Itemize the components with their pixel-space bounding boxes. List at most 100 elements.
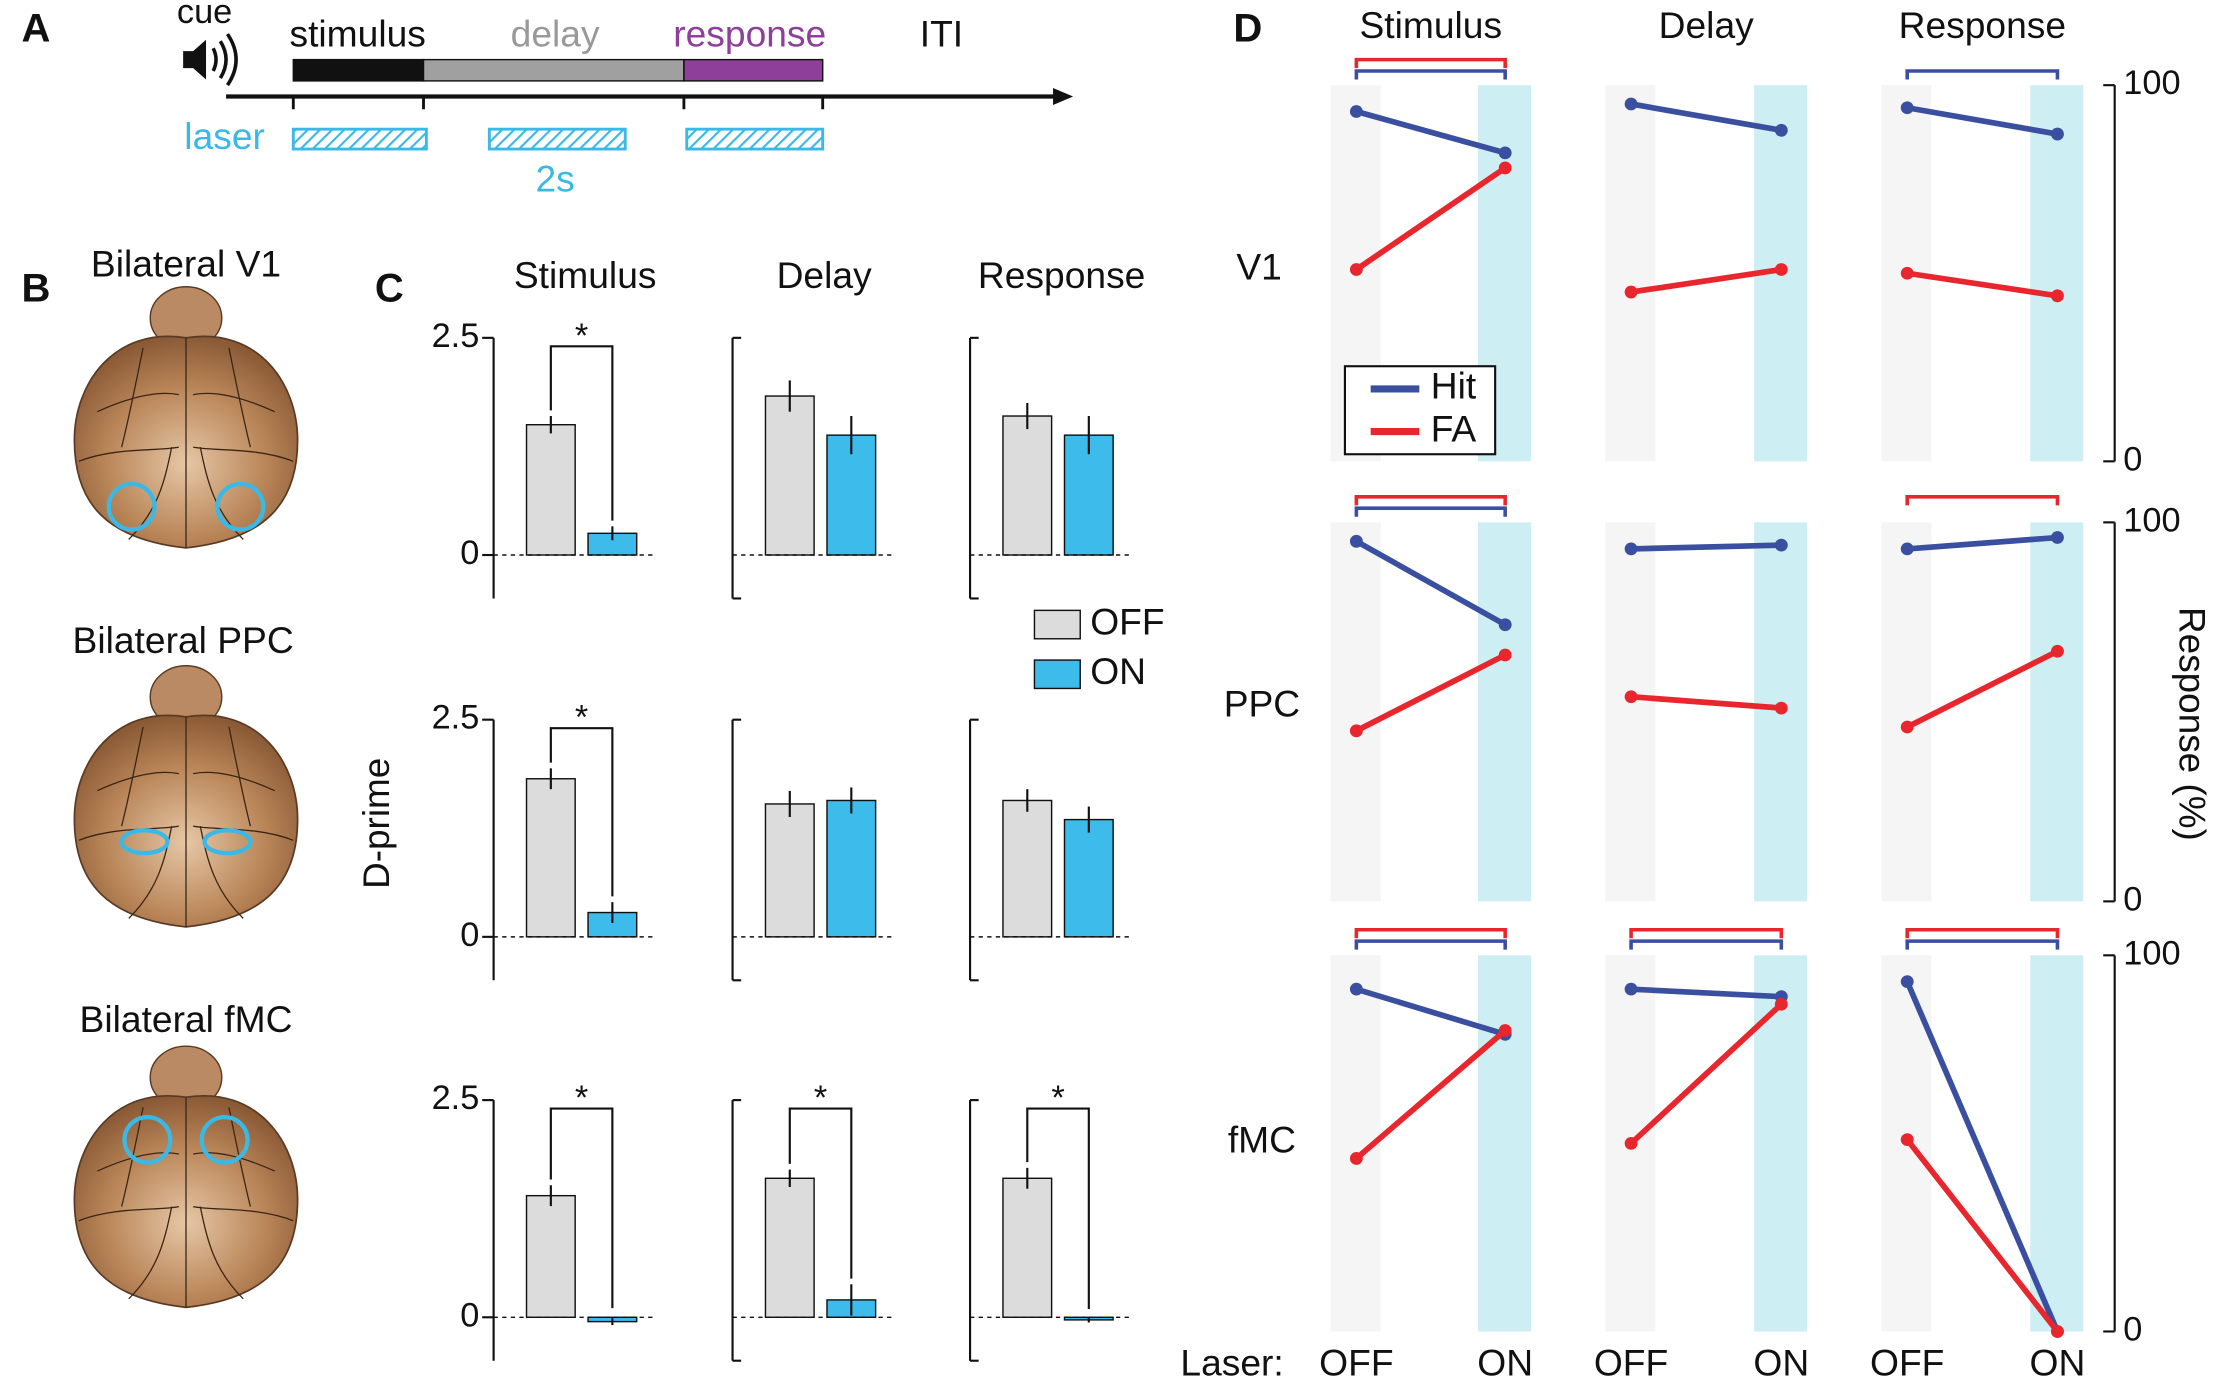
bar	[1002, 799, 1053, 938]
bar	[826, 799, 877, 938]
significance-bracket	[549, 1107, 614, 1309]
significance-bracket	[788, 1107, 853, 1279]
series-point	[1349, 724, 1363, 738]
row-label: PPC	[1224, 683, 1300, 725]
series-point	[1498, 161, 1512, 175]
bar	[525, 424, 576, 556]
significance-label: *	[575, 317, 588, 355]
on-shade	[1477, 955, 1531, 1332]
series-point	[1774, 263, 1788, 276]
phase-label: stimulus	[289, 13, 425, 55]
series-point	[1900, 1133, 1914, 1147]
bar	[1002, 1177, 1053, 1318]
series-line	[1630, 266, 1782, 295]
series-point	[1498, 618, 1512, 632]
y-tick-label: 0	[460, 916, 479, 954]
brain-title: Bilateral PPC	[73, 619, 294, 661]
brain-title: Bilateral fMC	[80, 998, 293, 1040]
series-point	[1624, 285, 1638, 299]
x-tick-label: OFF	[1870, 1341, 1944, 1383]
bar	[525, 1194, 576, 1318]
series-point	[1774, 123, 1788, 137]
series-point	[1349, 105, 1363, 118]
series-point	[1900, 542, 1914, 556]
on-shade	[2030, 955, 2084, 1332]
y-tick-label: 2.5	[432, 317, 480, 355]
laser-label: laser	[184, 115, 265, 157]
series-point	[1624, 982, 1638, 996]
series-line	[1354, 538, 1507, 628]
significance-bracket	[1354, 69, 1507, 80]
series-line	[1630, 693, 1782, 711]
y-axis-label: D-prime	[355, 758, 397, 889]
series-line	[1630, 101, 1782, 134]
y-tick-label: 0	[2123, 440, 2142, 478]
series-line	[1904, 980, 2061, 1333]
bar	[525, 778, 576, 938]
significance-bracket	[1026, 1107, 1090, 1309]
panel-b-graphics	[73, 285, 299, 1309]
series-point	[1774, 997, 1788, 1011]
x-tick-label: OFF	[1319, 1341, 1393, 1383]
chart-title: Response	[978, 254, 1145, 296]
series-point	[2051, 289, 2064, 303]
y-tick-label: 0	[460, 534, 479, 572]
bar	[1063, 818, 1114, 938]
significance-bracket	[1354, 939, 1507, 950]
chart-title: Delay	[1659, 4, 1755, 46]
significance-label: *	[575, 699, 588, 737]
significance-bracket	[1905, 495, 2060, 506]
series-point	[1349, 982, 1363, 996]
significance-bracket	[1354, 506, 1507, 517]
on-shade	[2030, 522, 2084, 902]
x-axis-label: Laser:	[1180, 1341, 1283, 1383]
significance-label: *	[1051, 1079, 1064, 1117]
series-point	[1624, 97, 1638, 111]
series-line	[1355, 652, 1507, 734]
brain-title: Bilateral V1	[91, 243, 281, 285]
phase-label: ITI	[920, 13, 963, 55]
legend-swatch	[1033, 609, 1081, 640]
legend-label: FA	[1431, 407, 1477, 449]
series-point	[1498, 1024, 1512, 1037]
series-line	[1354, 165, 1507, 272]
series-point	[2051, 531, 2064, 544]
significance-bracket	[1905, 939, 2060, 950]
x-tick-label: ON	[1477, 1341, 1533, 1383]
series-point	[1349, 263, 1363, 276]
significance-bracket	[549, 727, 614, 897]
series-point	[1624, 690, 1638, 704]
y-tick-label: 0	[2123, 880, 2142, 918]
series-point	[1900, 266, 1914, 280]
series-point	[1774, 538, 1788, 552]
series-point	[2051, 1325, 2064, 1338]
series-point	[1498, 648, 1512, 662]
legend-label: Hit	[1431, 365, 1477, 407]
cue-label: cue	[177, 0, 232, 31]
series-point	[2051, 644, 2064, 658]
significance-bracket	[1905, 69, 2060, 80]
row-label: V1	[1236, 246, 1282, 288]
series-point	[1774, 701, 1788, 715]
on-shade	[1754, 955, 1808, 1332]
series-point	[1349, 1152, 1363, 1165]
y-tick-label: 2.5	[432, 699, 480, 737]
row-label: fMC	[1228, 1119, 1296, 1161]
series-point	[1624, 1137, 1638, 1150]
x-tick-label: OFF	[1594, 1341, 1668, 1383]
series-line	[1906, 270, 2058, 299]
chart-title: Stimulus	[514, 254, 657, 296]
y-tick-label: 100	[2123, 64, 2180, 102]
duration-label: 2s	[535, 158, 574, 200]
off-shade	[1881, 522, 1932, 902]
panel-label: D	[1233, 7, 1262, 51]
series-point	[1900, 975, 1914, 989]
series-line	[1629, 1002, 1784, 1146]
significance-bracket	[1354, 57, 1507, 69]
series-line	[1355, 986, 1507, 1038]
chart-title: Response	[1899, 4, 2066, 46]
panel-label: B	[21, 267, 50, 311]
off-shade	[1605, 85, 1656, 462]
